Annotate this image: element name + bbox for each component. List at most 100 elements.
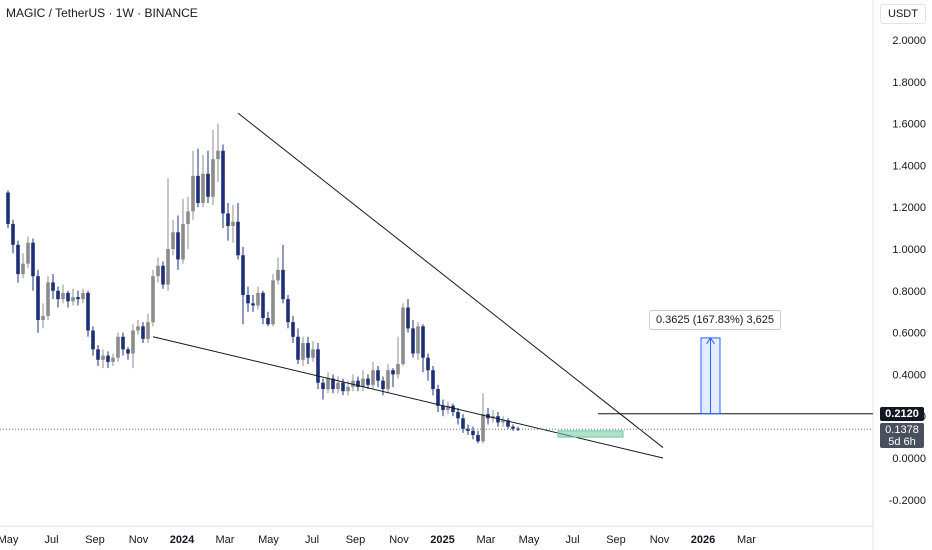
candle-body [151,276,155,323]
y-tick-label: 1.4000 [892,160,926,172]
candle-body [166,249,170,285]
x-tick-label: May [258,534,279,546]
countdown: 5d 6h [888,436,916,448]
candle-body [31,242,35,277]
candle-body [206,173,210,197]
candle-body [106,355,110,362]
symbol-title[interactable]: MAGIC / TetherUS · 1W · BINANCE [6,6,198,20]
candles [6,123,520,444]
x-tick-label: Jul [44,534,58,546]
candle-body [506,420,510,427]
time-axis: May Jul Sep Nov 2024 Mar May Jul Sep Nov 2025 Mar Ma… [0,534,756,546]
candle-body [316,349,320,383]
candle-body [436,389,440,406]
candle-body [456,412,460,419]
candle-body [191,175,195,212]
candle-body [121,336,125,350]
candle-body [391,370,395,375]
x-tick-label: Nov [389,534,409,546]
candle-body [241,255,245,295]
candle-body [466,428,470,431]
overlays [0,112,873,459]
candle-body [286,299,290,323]
candle-body [386,370,390,390]
candle-body [336,382,340,390]
x-tick-label: May [519,534,540,546]
candle-body [61,292,65,300]
grid-lines [0,0,874,550]
candle-body [306,343,310,358]
candle-body [446,405,450,410]
candle-body [301,343,305,360]
candle-body [401,307,405,364]
x-tick-label: May [0,534,19,546]
current-price-badge: 0.2120 [880,407,924,421]
y-tick-label: 1.6000 [892,119,926,131]
candle-body [126,349,130,354]
candle-body [21,263,25,275]
candle-body [211,159,215,197]
x-tick-label: Mar [737,534,756,546]
candle-body [296,336,300,360]
x-tick-label: Sep [606,534,626,546]
candle-body [431,370,435,390]
candle-body [146,322,150,339]
candle-body [421,326,425,358]
candle-body [271,280,275,325]
candle-body [26,242,30,264]
last-price-value: 0.1378 [885,424,919,436]
x-tick-label: Mar [216,534,235,546]
candle-body [36,276,40,321]
candle-body [341,382,345,392]
candle-body [156,265,160,277]
y-tick-label: 1.2000 [892,202,926,214]
candle-body [81,292,85,300]
candle-body [371,370,375,385]
candle-body [311,349,315,358]
candle-body [226,213,230,227]
candle-body [71,297,75,302]
candle-body [476,435,480,442]
candle-body [51,282,55,291]
candle-body [326,378,330,390]
candle-body [86,292,90,331]
candle-body [201,173,205,204]
y-tick-label: 1.8000 [892,77,926,89]
x-tick-label: Nov [650,534,670,546]
x-tick-label: 2026 [691,534,715,546]
lower-trendline [152,336,664,459]
candle-body [16,244,20,275]
candle-body [346,386,350,392]
candle-body [416,326,420,354]
x-tick-label: 2025 [430,534,454,546]
candle-body [41,315,45,321]
candle-body [321,382,325,390]
candle-body [56,290,60,300]
y-tick-label: 0.0000 [892,453,926,465]
last-price-badge: 0.1378 5d 6h [880,423,924,448]
x-tick-label: Mar [477,534,496,546]
candle-body [221,150,225,214]
candle-body [161,265,165,285]
candle-body [496,416,500,423]
candle-body [216,150,220,160]
candle-body [471,430,475,436]
candle-body [66,292,70,302]
candle-body [46,282,50,316]
candle-body [411,328,415,354]
candle-body [181,223,185,260]
candle-body [101,355,105,360]
x-tick-label: Nov [129,534,149,546]
candle-body [196,175,200,204]
candle-body [281,269,285,300]
candle-body [426,357,430,371]
candle-body [171,232,175,249]
candle-body [6,192,10,224]
candle-body [501,420,505,423]
candle-body [11,223,15,245]
candle-body [136,326,140,331]
currency-button[interactable]: USDT [880,4,926,24]
y-tick-label: 2.0000 [892,35,926,47]
candle-body [441,405,445,410]
